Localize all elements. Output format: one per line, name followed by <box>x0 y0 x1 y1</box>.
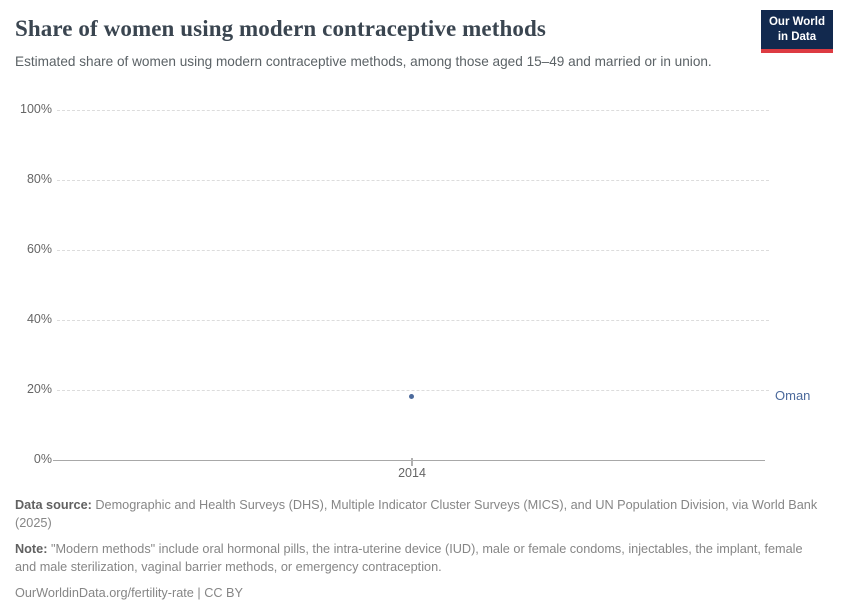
ytick-100: 100% <box>20 102 52 116</box>
chart-footer: Data source: Demographic and Health Surv… <box>15 496 823 600</box>
citation-link[interactable]: OurWorldinData.org/fertility-rate | CC B… <box>15 586 243 600</box>
ytick-60: 60% <box>26 242 52 256</box>
gridline-100 <box>57 110 769 111</box>
ytick-80: 80% <box>26 172 52 186</box>
data-source-label: Data source: <box>15 498 92 512</box>
note-line: Note: "Modern methods" include oral horm… <box>15 540 823 576</box>
xtick-mark-2014 <box>411 458 413 466</box>
owid-logo: Our World in Data <box>760 10 833 53</box>
owid-logo-line2: in Data <box>777 30 817 43</box>
series-label-oman[interactable]: Oman <box>775 388 811 403</box>
xtick-label-2014: 2014 <box>398 466 426 480</box>
owid-logo-line1: Our World <box>768 16 825 28</box>
gridline-40 <box>57 320 769 321</box>
ytick-40: 40% <box>26 312 52 326</box>
chart-subtitle: Estimated share of women using modern co… <box>15 54 712 69</box>
data-source-line: Data source: Demographic and Health Surv… <box>15 496 823 532</box>
gridline-60 <box>57 250 769 251</box>
gridline-80 <box>57 180 769 181</box>
data-point-oman[interactable] <box>409 393 414 399</box>
page-title: Share of women using modern contraceptiv… <box>15 16 546 41</box>
ytick-0: 0% <box>33 452 52 466</box>
x-axis-line <box>53 460 765 461</box>
note-text: "Modern methods" include oral hormonal p… <box>15 542 803 575</box>
note-label: Note: <box>15 542 48 557</box>
ytick-20: 20% <box>26 382 52 396</box>
data-source-text: Demographic and Health Surveys (DHS), Mu… <box>15 498 818 531</box>
gridline-20 <box>57 390 769 391</box>
